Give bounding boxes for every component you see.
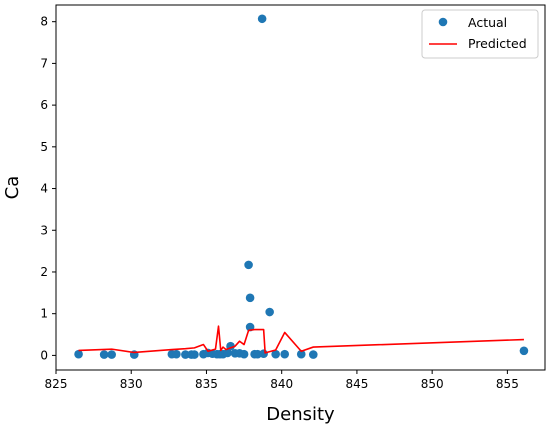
x-axis-title: Density	[266, 404, 335, 425]
y-tick-label: 0	[40, 348, 48, 362]
actual-point	[519, 346, 529, 356]
axes-layer: 825 830 835 840 845 850 855 0 1 2 3 4 5 6 7 8	[40, 4, 546, 391]
actual-point	[308, 350, 318, 359]
plot-layer	[74, 14, 529, 359]
actual-point	[107, 350, 116, 359]
actual-point	[190, 350, 199, 359]
x-tick-label: 845	[345, 377, 368, 391]
x-tick-label: 825	[45, 377, 68, 391]
predicted-line	[78, 325, 524, 354]
legend-actual-marker	[438, 17, 448, 27]
x-tick-label: 850	[421, 377, 444, 391]
actual-point	[223, 348, 232, 358]
x-tick-label: 835	[195, 377, 218, 391]
actual-point	[181, 350, 190, 359]
actual-point	[265, 307, 274, 317]
y-tick-label: 8	[40, 15, 48, 29]
legend-box	[421, 9, 539, 59]
y-tick-label: 3	[40, 223, 48, 237]
x-tick-label: 830	[120, 377, 143, 391]
y-tick-label: 7	[40, 56, 48, 70]
y-tick-label: 5	[40, 140, 48, 154]
legend-actual-label: Actual	[468, 15, 507, 30]
legend-predicted-label: Predicted	[468, 36, 527, 51]
plot-frame	[55, 4, 546, 371]
y-tick-label: 4	[40, 182, 48, 196]
actual-point	[271, 349, 280, 359]
actual-point	[257, 14, 267, 24]
x-tick-label: 840	[270, 377, 293, 391]
y-axis-title: Ca	[2, 176, 23, 200]
y-tick-label: 6	[40, 98, 48, 112]
y-tick-label: 1	[40, 307, 48, 321]
actual-point	[296, 349, 306, 359]
actual-point	[99, 350, 109, 359]
y-tick-label: 2	[40, 265, 48, 279]
actual-point	[244, 260, 253, 270]
x-tick-label: 855	[496, 377, 519, 391]
legend: Actual Predicted	[421, 9, 539, 59]
actual-point	[280, 349, 290, 359]
actual-point	[245, 293, 255, 303]
actual-point	[172, 349, 181, 359]
actual-point	[239, 349, 249, 359]
actual-point	[259, 349, 268, 359]
actual-point	[74, 349, 83, 359]
